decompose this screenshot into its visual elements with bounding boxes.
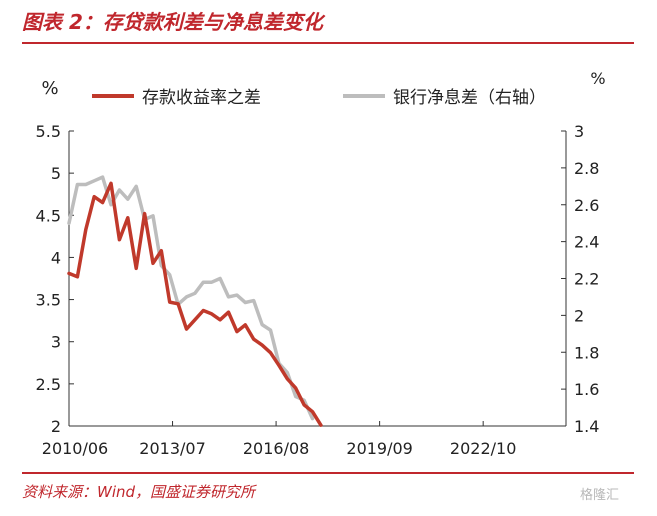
left-tick-label: 3.5 <box>36 291 61 310</box>
source-note: 资料来源：Wind，国盛证券研究所 <box>22 483 256 501</box>
x-tick-label: 2010/06 <box>42 439 108 458</box>
left-tick-label: 4.5 <box>36 206 61 225</box>
left-tick-label: 3 <box>51 333 61 352</box>
legend-label-deposit-spread: 存款收益率之差 <box>142 88 261 108</box>
left-axis-unit: % <box>41 78 58 99</box>
right-tick-label: 3 <box>574 122 584 141</box>
right-tick-label: 2 <box>574 306 584 325</box>
x-tick-label: 2013/07 <box>139 439 205 458</box>
right-tick-label: 2.2 <box>574 270 599 289</box>
right-axis-unit: % <box>590 69 605 88</box>
axes: 5.5 5 4.5 4 3.5 3 2.5 2 3 2.8 2.6 2.4 2.2 2 1.8 1.6 1.4 2… <box>36 122 600 458</box>
footer-rule <box>22 472 634 474</box>
legend: 存款收益率之差 银行净息差（右轴） <box>92 88 546 108</box>
right-tick-label: 1.8 <box>574 343 599 362</box>
title-rule <box>22 42 634 44</box>
x-tick-label: 2016/08 <box>243 439 309 458</box>
left-tick-label: 5 <box>51 164 61 183</box>
x-tick-label: 2022/10 <box>450 439 516 458</box>
right-tick-label: 2.8 <box>574 159 599 178</box>
legend-label-net-interest-margin: 银行净息差（右轴） <box>393 88 546 108</box>
deposit-spread-line <box>67 181 323 427</box>
left-tick-label: 2.5 <box>36 375 61 394</box>
series-layer <box>67 175 323 427</box>
right-tick-label: 2.4 <box>574 233 599 252</box>
left-tick-label: 5.5 <box>36 122 61 141</box>
chart-title: 图表 2：存贷款利差与净息差变化 <box>22 10 323 34</box>
right-tick-label: 2.6 <box>574 196 599 215</box>
x-tick-label: 2019/09 <box>346 439 412 458</box>
left-tick-label: 4 <box>51 248 61 267</box>
watermark: 格隆汇 <box>580 488 620 503</box>
net-interest-margin-line <box>67 175 315 421</box>
right-tick-label: 1.6 <box>574 380 599 399</box>
left-tick-label: 2 <box>51 417 61 436</box>
right-tick-label: 1.4 <box>574 417 599 436</box>
